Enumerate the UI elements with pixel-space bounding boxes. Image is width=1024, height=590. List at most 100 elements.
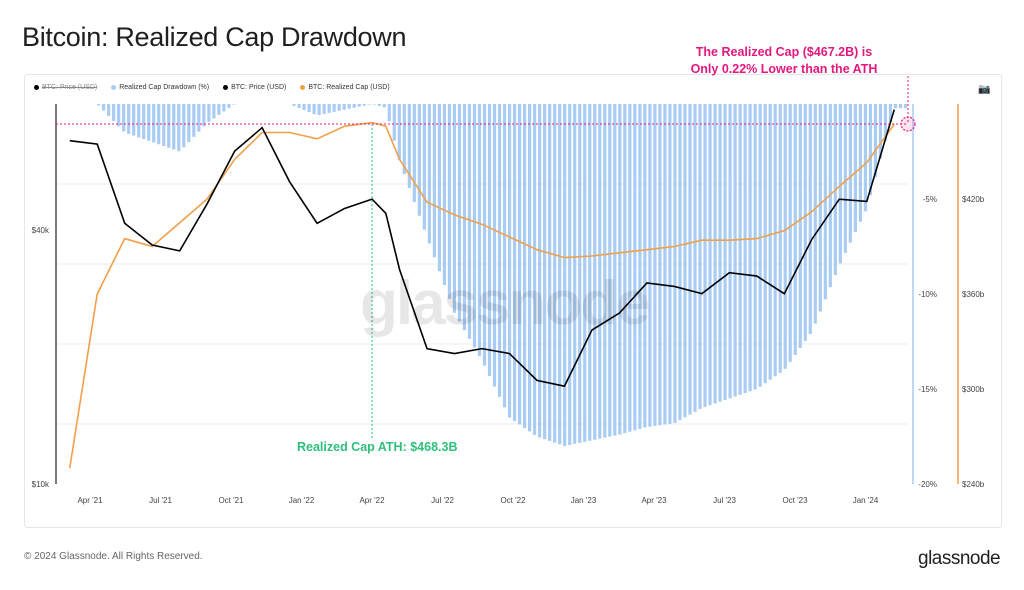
drawdown-bar [202, 104, 206, 127]
x-tick-label: Apr '22 [359, 496, 385, 505]
drawdown-bar [868, 104, 873, 196]
drawdown-bar [873, 104, 878, 177]
drawdown-bar [197, 104, 201, 132]
x-tick-label: Apr '21 [77, 496, 103, 505]
drawdown-bar [492, 104, 497, 387]
drawdown-bar [688, 104, 692, 415]
drawdown-bar [437, 104, 441, 272]
x-tick-label: Oct '23 [782, 496, 808, 505]
drawdown-bar [718, 104, 722, 402]
y-realized-tick-label: $300b [962, 385, 985, 394]
drawdown-bar [317, 104, 321, 115]
drawdown-bar [563, 104, 567, 446]
drawdown-bar [372, 104, 376, 105]
drawdown-bar [142, 104, 146, 140]
drawdown-bar [608, 104, 612, 437]
drawdown-bar [307, 104, 311, 113]
x-tick-label: Oct '22 [500, 496, 526, 505]
drawdown-bar [673, 104, 677, 423]
drawdown-bar [402, 104, 406, 175]
drawdown-bar [633, 104, 637, 431]
drawdown-bar [678, 104, 682, 421]
annotation-realized-cap-ath: Realized Cap ATH: $468.3B [297, 440, 458, 454]
drawdown-bar [903, 104, 908, 109]
drawdown-bar [638, 104, 642, 429]
drawdown-bar [382, 104, 386, 108]
y-drawdown-tick-label: -20% [918, 480, 937, 489]
y-drawdown-tick-label: -5% [923, 195, 937, 204]
drawdown-bar [838, 104, 842, 264]
y-left-tick-label: $40k [32, 226, 50, 235]
watermark: glassnode [360, 269, 651, 338]
drawdown-bar [412, 104, 416, 202]
x-tick-label: Jul '21 [149, 496, 172, 505]
legend-item-price-hidden[interactable]: BTC: Price (USD) [34, 84, 97, 91]
drawdown-bar [137, 104, 141, 138]
drawdown-bar [442, 104, 447, 286]
drawdown-bar [512, 104, 517, 422]
y-realized-tick-label: $240b [962, 480, 985, 489]
y-left-tick-label: $10k [32, 480, 50, 489]
y-realized-tick-label: $420b [962, 195, 985, 204]
drawdown-bar [177, 104, 181, 152]
legend-item-price[interactable]: BTC: Price (USD) [223, 84, 286, 91]
drawdown-bar [377, 104, 381, 106]
drawdown-bar [653, 104, 657, 426]
drawdown-bar [728, 104, 732, 399]
drawdown-bar [683, 104, 687, 418]
drawdown-bar [502, 104, 507, 408]
drawdown-bar [387, 104, 391, 122]
drawdown-bar [232, 104, 236, 105]
drawdown-bar [893, 104, 898, 109]
drawdown-bar [773, 104, 777, 377]
drawdown-bar [768, 104, 772, 380]
drawdown-bar [548, 104, 552, 441]
drawdown-bar [172, 104, 176, 150]
camera-icon[interactable]: 📷 [978, 84, 991, 95]
drawdown-bar [763, 104, 767, 384]
x-tick-label: Jul '23 [713, 496, 736, 505]
drawdown-bar [703, 104, 707, 407]
drawdown-bar [427, 104, 431, 244]
drawdown-bar [743, 104, 747, 394]
drawdown-bar [352, 104, 356, 108]
drawdown-bar [778, 104, 782, 373]
drawdown-bar [528, 104, 532, 432]
drawdown-bar [598, 104, 602, 439]
drawdown-bar [843, 104, 847, 253]
drawdown-bar [558, 104, 562, 445]
drawdown-bar [342, 104, 346, 110]
drawdown-bar [332, 104, 336, 112]
drawdown-bar [583, 104, 587, 442]
drawdown-bar [723, 104, 727, 400]
drawdown-bar [863, 104, 867, 212]
drawdown-bar [733, 104, 737, 397]
drawdown-bar [312, 104, 316, 115]
drawdown-bar [452, 104, 457, 313]
drawdown-bar [227, 104, 231, 108]
drawdown-bar [803, 104, 807, 342]
drawdown-bar [793, 104, 797, 355]
legend-item-drawdown[interactable]: Realized Cap Drawdown (%) [111, 84, 209, 91]
drawdown-bar [367, 104, 371, 105]
drawdown-bar [603, 104, 607, 438]
annotation-current-realized-cap: The Realized Cap ($467.2B) is Only 0.22%… [690, 45, 878, 76]
drawdown-bar [302, 104, 306, 111]
drawdown-bar [327, 104, 331, 113]
brand-logo: glassnode [918, 548, 1001, 569]
drawdown-bar [477, 104, 482, 357]
drawdown-bar [482, 104, 487, 366]
drawdown-bar [107, 104, 111, 116]
legend-item-realized-cap[interactable]: BTC: Realized Cap (USD) [300, 84, 390, 91]
drawdown-bar [157, 104, 161, 145]
copyright-footer: © 2024 Glassnode. All Rights Reserved. [24, 551, 203, 562]
price-line [69, 109, 896, 388]
drawdown-bar [613, 104, 617, 436]
drawdown-bar [878, 104, 883, 159]
x-tick-label: Apr '23 [641, 496, 667, 505]
drawdown-bar [392, 104, 396, 141]
drawdown-bar [643, 104, 647, 428]
x-tick-label: Jul '22 [431, 496, 454, 505]
drawdown-bar [127, 104, 131, 134]
